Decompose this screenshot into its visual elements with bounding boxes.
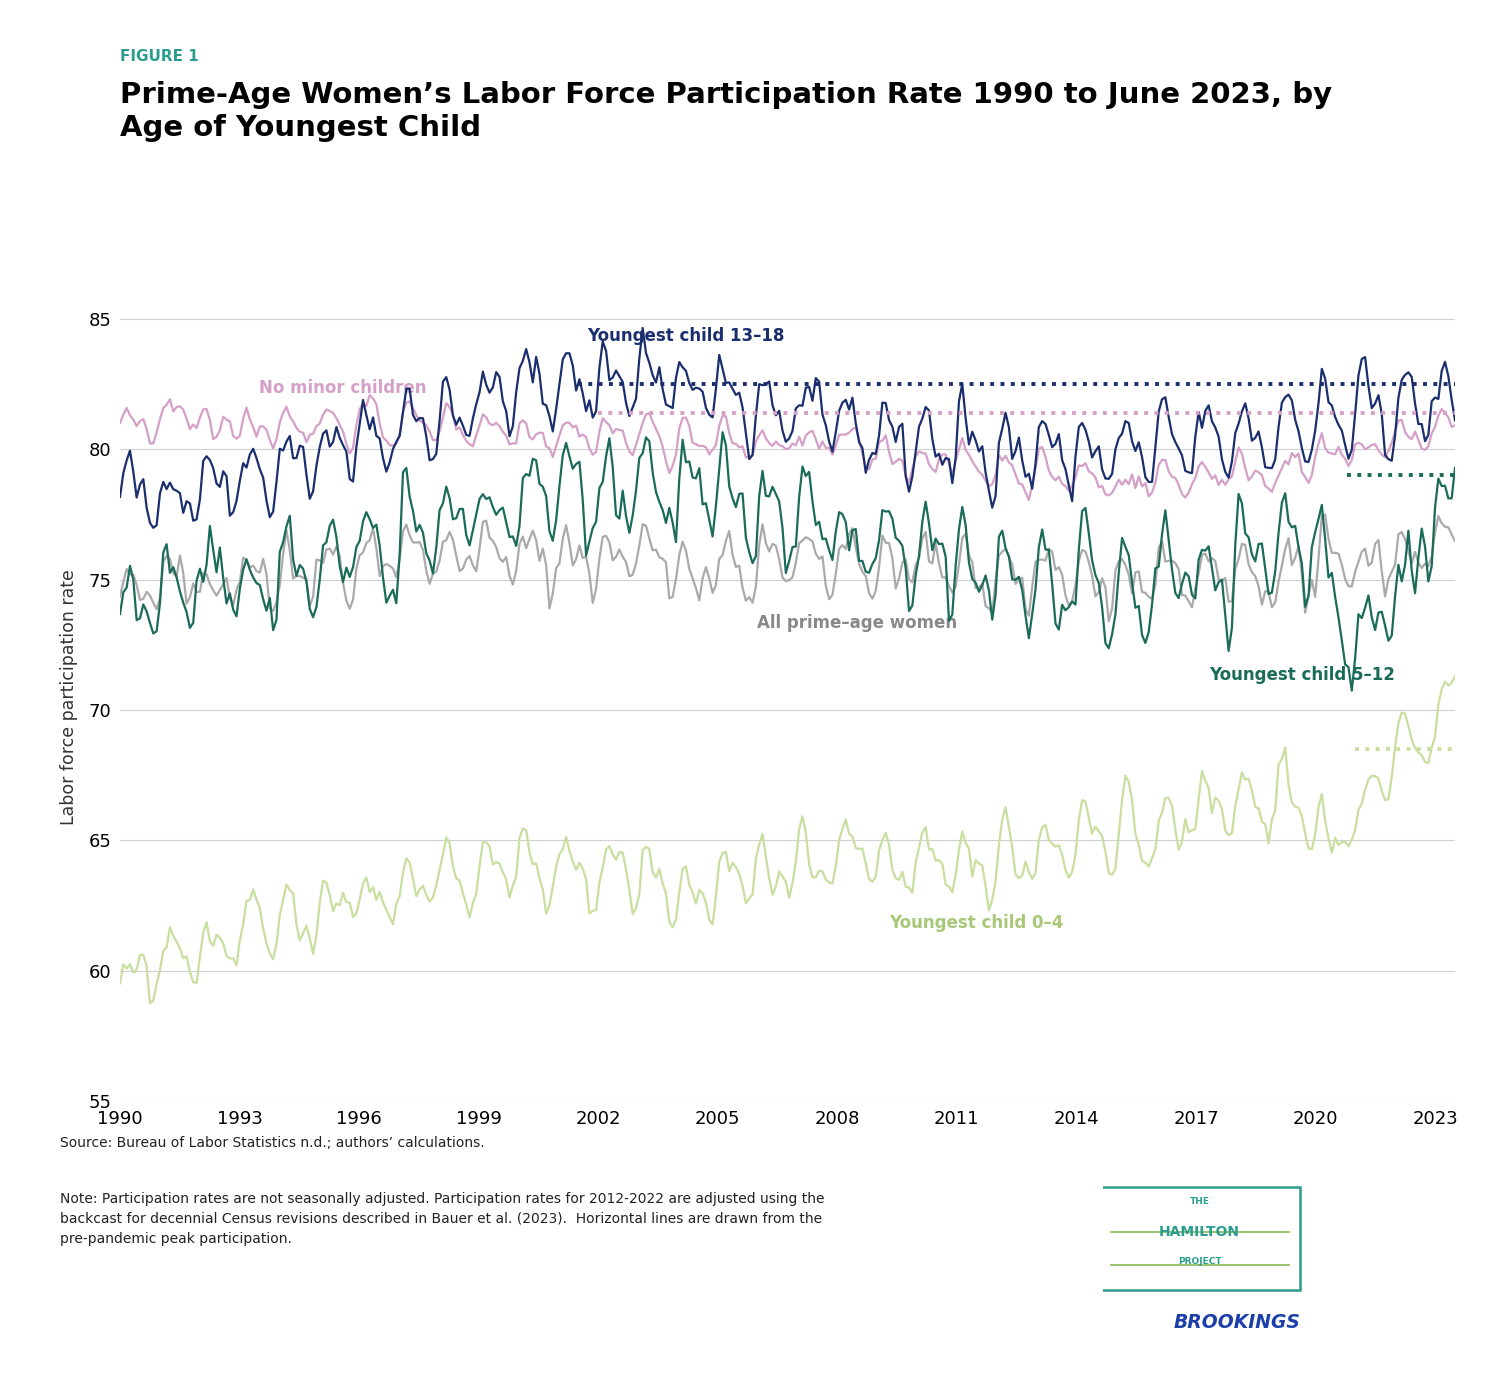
Text: Youngest child 0–4: Youngest child 0–4	[890, 913, 1064, 931]
Text: HAMILTON: HAMILTON	[1160, 1225, 1240, 1239]
Text: FIGURE 1: FIGURE 1	[120, 49, 198, 64]
Text: Prime-Age Women’s Labor Force Participation Rate 1990 to June 2023, by
Age of Yo: Prime-Age Women’s Labor Force Participat…	[120, 81, 1332, 142]
Text: PROJECT: PROJECT	[1178, 1257, 1221, 1266]
FancyBboxPatch shape	[1100, 1186, 1299, 1291]
Y-axis label: Labor force participation rate: Labor force participation rate	[60, 569, 78, 825]
Text: Youngest child 13–18: Youngest child 13–18	[586, 328, 784, 344]
Text: BROOKINGS: BROOKINGS	[1174, 1313, 1300, 1331]
Text: No minor children: No minor children	[260, 379, 428, 397]
Text: THE: THE	[1190, 1196, 1209, 1206]
Text: Source: Bureau of Labor Statistics n.d.; authors’ calculations.: Source: Bureau of Labor Statistics n.d.;…	[60, 1136, 485, 1150]
Text: Youngest child 5–12: Youngest child 5–12	[1209, 666, 1395, 684]
Text: Note: Participation rates are not seasonally adjusted. Participation rates for 2: Note: Participation rates are not season…	[60, 1192, 825, 1246]
Text: All prime–age women: All prime–age women	[758, 613, 957, 631]
